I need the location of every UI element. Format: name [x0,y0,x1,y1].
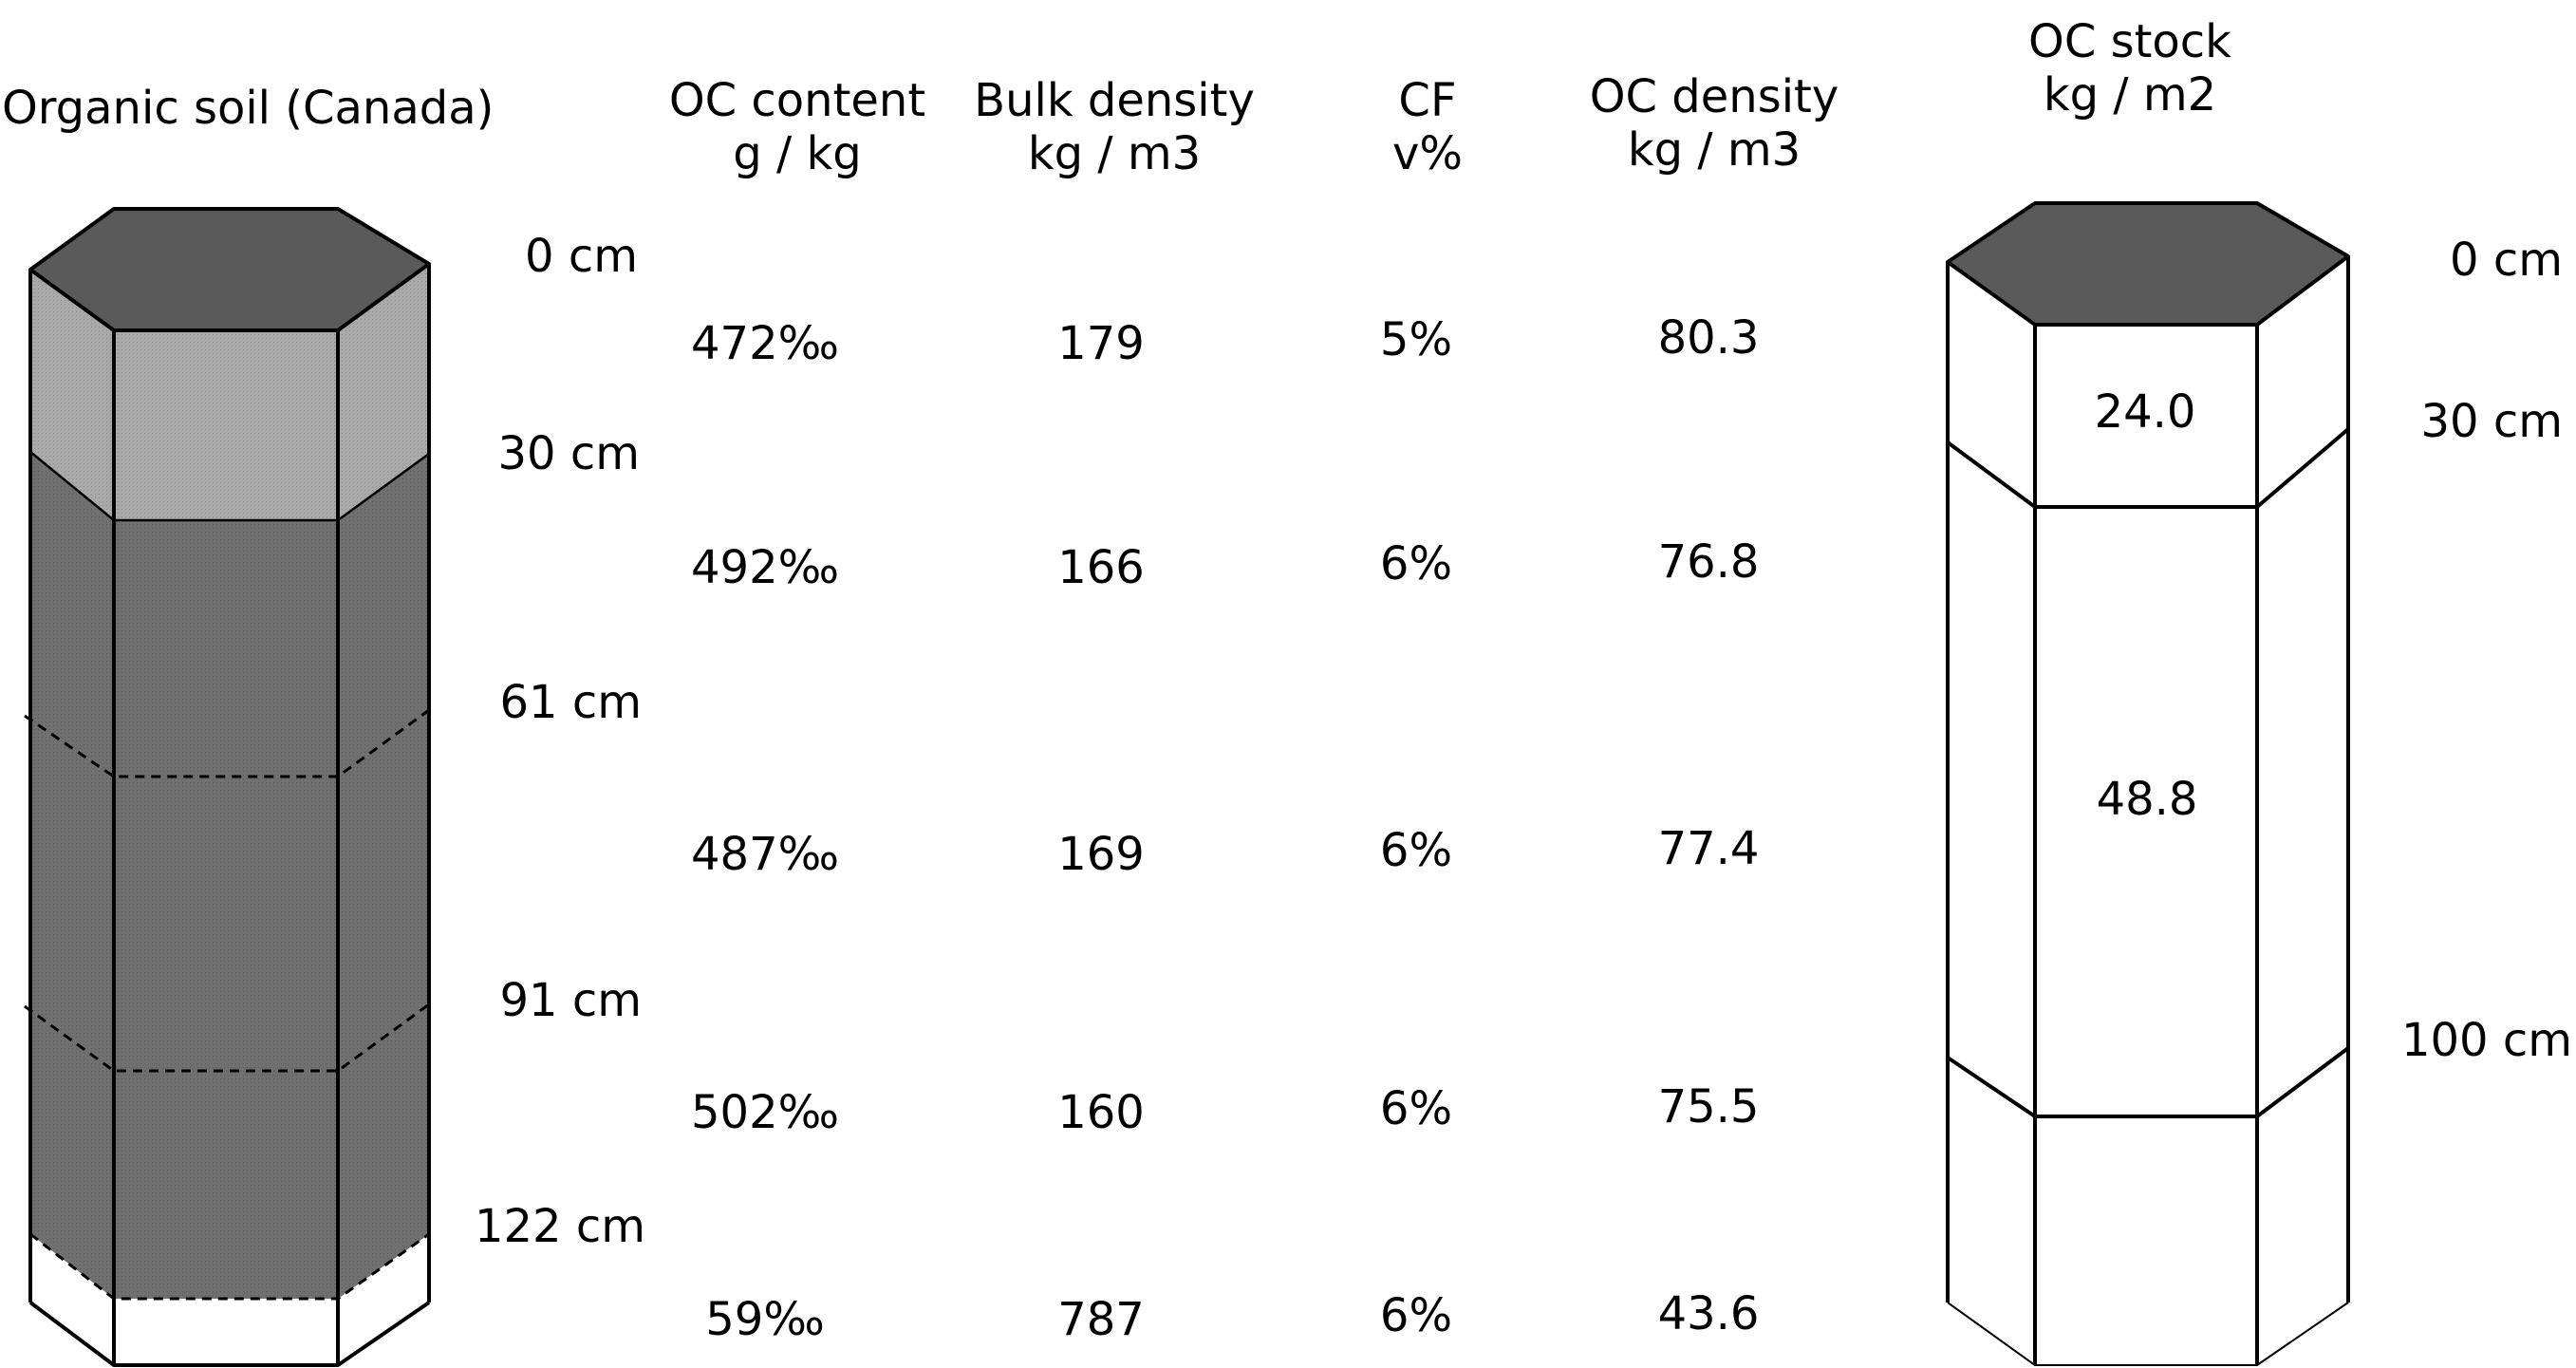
left-depth-label: 30 cm [497,427,640,480]
right-stock-column [1946,201,2350,1366]
oc-density-value: 80.3 [1657,311,1760,365]
oc-content-value: 487‰ [690,828,840,881]
left-top-face [28,207,431,332]
cf-value: 5% [1379,313,1453,366]
left-depth-label: 0 cm [525,230,638,283]
right-depth-label: 30 cm [2420,395,2563,448]
header-oc-density: OC density kg / m3 [1590,70,1839,177]
header-cf-unit: v% [1391,127,1464,180]
left-mineral-layer [30,1234,429,1365]
cf-value: 6% [1379,824,1453,877]
header-oc-content-unit: g / kg [733,127,862,180]
right-depth-label: 0 cm [2450,234,2563,287]
right-boundary-100cm [1946,1046,2350,1118]
oc-stock-value: 48.8 [2096,773,2198,826]
left-boundary-91cm [24,1003,430,1073]
oc-stock-value: 24.0 [2094,385,2196,439]
oc-density-value: 43.6 [1657,1287,1760,1340]
bulk-density-value: 787 [1057,1293,1145,1346]
left-boundary-122cm [29,1232,430,1301]
left-layer-0-30-front-face [114,330,338,520]
header-bulk-density-unit: kg / m3 [1027,127,1202,180]
oc-content-value: 502‰ [690,1086,840,1139]
right-top-face [1946,201,2350,327]
header-cf: CF v% [1392,74,1463,180]
bulk-density-value: 160 [1057,1086,1145,1139]
left-depth-label: 91 cm [499,974,642,1027]
bulk-density-value: 169 [1057,828,1145,881]
oc-density-value: 77.4 [1657,822,1760,875]
bulk-density-value: 166 [1057,541,1145,594]
left-depth-label: 122 cm [474,1200,645,1253]
left-organic-right-face [338,454,429,1299]
left-layer-0-30-left-face [30,270,114,520]
header-bulk-density-line1: Bulk density [974,74,1255,127]
cf-value: 6% [1379,1289,1453,1342]
left-layer-0-30-right-face [338,264,429,520]
header-bulk-density: Bulk density kg / m3 [974,74,1255,180]
cf-value: 6% [1379,537,1453,590]
header-oc-content: OC content g / kg [669,74,925,180]
right-depth-label: 100 cm [2400,1014,2572,1067]
diagram-title: Organic soil (Canada) [2,82,495,135]
left-boundary-61cm [24,708,430,778]
right-column-body [1948,256,2348,1365]
oc-density-value: 76.8 [1657,535,1760,589]
left-boundary-30cm [29,451,430,522]
left-depth-label: 61 cm [499,676,642,729]
cf-value: 6% [1379,1082,1453,1135]
oc-content-value: 59‰ [705,1293,825,1346]
header-cf-line1: CF [1398,74,1457,127]
left-bottom-edge [28,1301,431,1367]
left-organic-front-face [114,520,338,1299]
left-soil-column [24,207,431,1367]
right-bottom-edge [1947,1302,2349,1366]
header-oc-stock: OC stock kg / m2 [2028,15,2231,122]
header-oc-density-line1: OC density [1589,70,1839,123]
left-organic-left-face [30,452,114,1299]
oc-content-value: 492‰ [690,541,840,594]
header-oc-stock-line1: OC stock [2028,15,2231,68]
header-oc-stock-unit: kg / m2 [2043,68,2217,122]
header-oc-content-line1: OC content [668,74,926,127]
bulk-density-value: 179 [1057,317,1145,370]
header-oc-density-unit: kg / m3 [1627,123,1801,177]
oc-content-value: 472‰ [690,317,840,370]
right-boundary-30cm [1946,427,2350,509]
oc-density-value: 75.5 [1657,1080,1760,1134]
